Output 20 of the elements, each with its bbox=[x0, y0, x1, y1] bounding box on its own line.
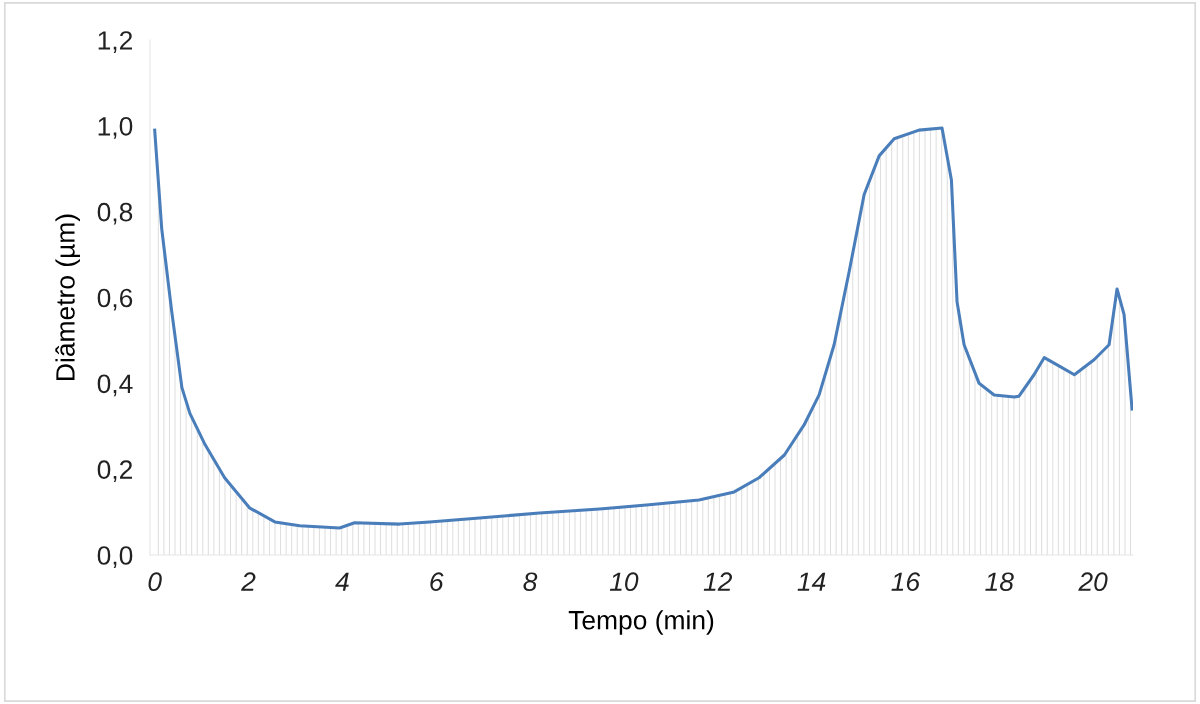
x-tick-label: 2 bbox=[241, 572, 256, 591]
x-tick-label: 8 bbox=[523, 572, 538, 592]
x-tick-label: 10 bbox=[609, 572, 639, 592]
x-tick-label: 14 bbox=[797, 572, 826, 591]
y-tick-label: 0,2 bbox=[97, 460, 133, 483]
y-tick-label: 0,6 bbox=[97, 288, 133, 311]
y-tick-label: 1,0 bbox=[98, 116, 133, 139]
y-tick-label: 0,8 bbox=[97, 202, 133, 225]
x-tick-label: 6 bbox=[430, 572, 444, 592]
x-tick-label: 12 bbox=[703, 572, 733, 591]
x-tick-label: 20 bbox=[1078, 572, 1108, 592]
y-tick-label: 0,0 bbox=[97, 546, 133, 568]
y-tick-label: 0,4 bbox=[97, 374, 133, 397]
y-tick-label: 1,2 bbox=[98, 31, 133, 53]
x-tick-label: 18 bbox=[985, 572, 1014, 592]
x-axis-title: Tempo (min) bbox=[568, 610, 714, 635]
x-tick-label: 0 bbox=[148, 572, 162, 592]
x-tick-label: 4 bbox=[335, 572, 349, 591]
x-tick-label: 16 bbox=[891, 572, 921, 592]
y-axis-title: Diâmetro (µm) bbox=[55, 214, 80, 380]
